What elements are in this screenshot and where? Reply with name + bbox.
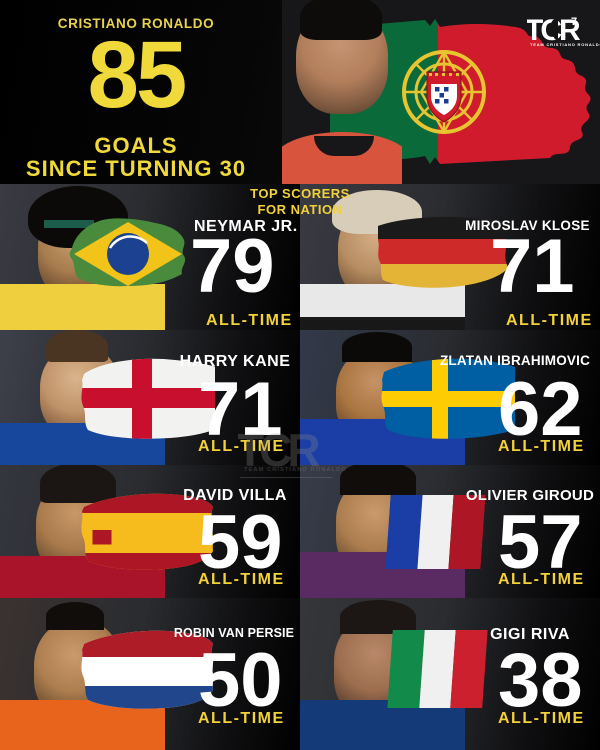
svg-text:7: 7 [571, 16, 577, 28]
